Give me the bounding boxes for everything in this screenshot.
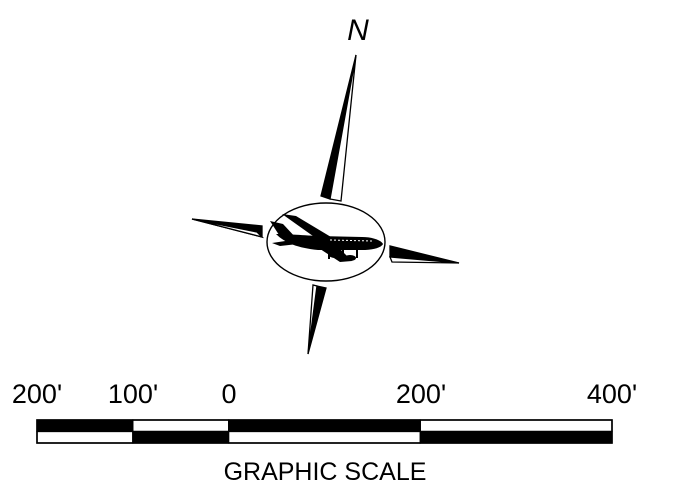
compass-spike-west <box>191 218 265 239</box>
scale-bar-outline <box>36 419 613 444</box>
scale-segment-bottom <box>419 430 613 444</box>
scale-segment-bottom <box>132 430 230 444</box>
compass-rose <box>191 54 460 355</box>
compass-spike-east <box>389 245 460 264</box>
compass-spike-north <box>320 54 357 202</box>
scale-segment-bottom <box>36 430 134 444</box>
scale-caption: GRAPHIC SCALE <box>224 458 427 486</box>
scale-tick-label: 0 <box>221 379 236 409</box>
airplane-icon <box>270 214 383 262</box>
scale-tick-labels: 200' 100' 0 200' 400' <box>12 379 637 409</box>
scale-segment-top <box>419 419 613 433</box>
airplane-emblem <box>266 202 386 282</box>
scale-segment-top <box>132 419 230 433</box>
scale-tick-label: 200' <box>12 379 62 409</box>
graphic-scale-bar <box>36 419 613 444</box>
compass-spike-south <box>307 284 327 355</box>
scale-segment-bottom <box>228 430 421 444</box>
scale-tick-label: 100' <box>108 379 158 409</box>
north-label: N <box>347 14 369 47</box>
scale-segment-top <box>228 419 421 433</box>
scale-tick-label: 200' <box>396 379 446 409</box>
scale-segment-top <box>36 419 134 433</box>
scale-tick-label: 400' <box>587 379 637 409</box>
